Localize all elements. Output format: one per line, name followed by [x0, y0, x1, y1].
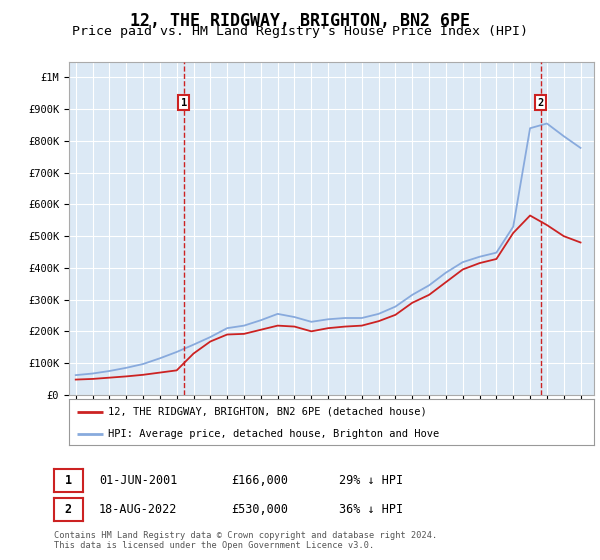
Text: HPI: Average price, detached house, Brighton and Hove: HPI: Average price, detached house, Brig… [109, 429, 440, 438]
Text: 1: 1 [65, 474, 72, 487]
Text: 12, THE RIDGWAY, BRIGHTON, BN2 6PE: 12, THE RIDGWAY, BRIGHTON, BN2 6PE [130, 12, 470, 30]
Text: 12, THE RIDGWAY, BRIGHTON, BN2 6PE (detached house): 12, THE RIDGWAY, BRIGHTON, BN2 6PE (deta… [109, 407, 427, 417]
Text: 01-JUN-2001: 01-JUN-2001 [99, 474, 178, 487]
Text: 2: 2 [538, 98, 544, 108]
Text: Contains HM Land Registry data © Crown copyright and database right 2024.
This d: Contains HM Land Registry data © Crown c… [54, 531, 437, 550]
Text: 36% ↓ HPI: 36% ↓ HPI [339, 503, 403, 516]
Text: Price paid vs. HM Land Registry's House Price Index (HPI): Price paid vs. HM Land Registry's House … [72, 25, 528, 38]
Text: 18-AUG-2022: 18-AUG-2022 [99, 503, 178, 516]
Text: 1: 1 [181, 98, 187, 108]
Text: 29% ↓ HPI: 29% ↓ HPI [339, 474, 403, 487]
Text: £166,000: £166,000 [231, 474, 288, 487]
Text: 2: 2 [65, 503, 72, 516]
Text: £530,000: £530,000 [231, 503, 288, 516]
